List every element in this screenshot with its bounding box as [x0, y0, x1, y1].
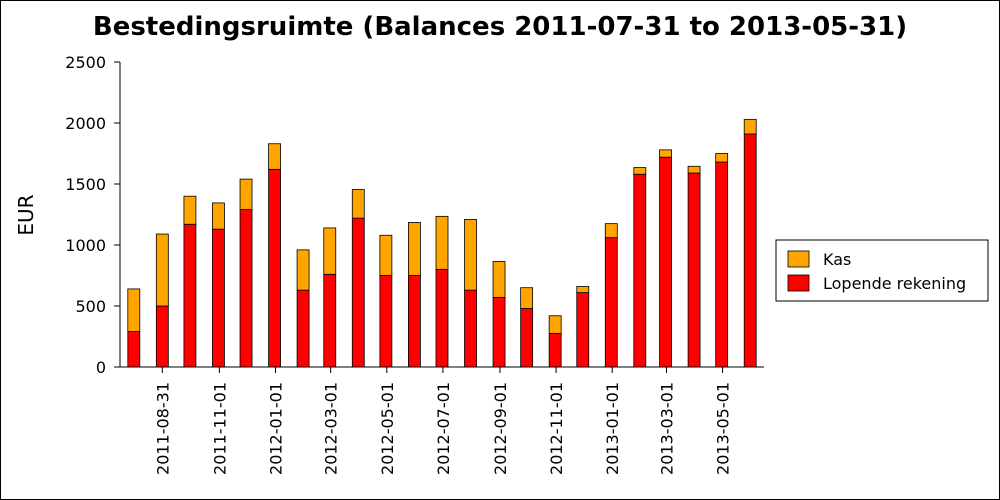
- bar-lopende-rekening: [576, 292, 590, 368]
- bar-lopende-rekening: [183, 223, 197, 368]
- bar-kas: [127, 288, 141, 333]
- bar-lopende-rekening: [548, 333, 562, 368]
- legend-swatch: [787, 250, 810, 268]
- bar-lopende-rekening: [379, 275, 393, 368]
- bar-kas: [155, 233, 169, 307]
- bar-lopende-rekening: [687, 172, 701, 368]
- x-tick-label: 2011-08-31: [153, 382, 172, 475]
- bar-kas: [379, 234, 393, 276]
- bar-lopende-rekening: [212, 228, 225, 368]
- bar-kas: [407, 222, 421, 276]
- bar-kas: [659, 149, 672, 158]
- x-tick-label: 2013-03-01: [657, 382, 676, 475]
- legend-box: [775, 239, 989, 302]
- bars: [127, 118, 757, 368]
- chart-title: Bestedingsruimte (Balances 2011-07-31 to…: [93, 12, 907, 42]
- x-tick-label: 2012-01-01: [266, 382, 285, 475]
- y-tick-label: 1000: [65, 236, 106, 255]
- bar-kas: [576, 286, 590, 293]
- bar-kas: [548, 315, 562, 334]
- bar-kas: [323, 227, 337, 275]
- bar-kas: [296, 249, 310, 291]
- bar-kas: [520, 287, 534, 309]
- y-tick-label: 2500: [65, 53, 106, 72]
- y-axis-label: EUR: [14, 194, 38, 235]
- x-tick-label: 2013-05-01: [714, 382, 733, 475]
- bar-lopende-rekening: [492, 297, 506, 368]
- legend-label: Lopende rekening: [823, 274, 966, 293]
- bar-lopende-rekening: [323, 273, 337, 368]
- x-tick-label: 2012-03-01: [322, 382, 341, 475]
- y-tick-label: 1500: [65, 175, 106, 194]
- bar-kas: [268, 143, 281, 170]
- bar-kas: [633, 167, 647, 175]
- bar-lopende-rekening: [351, 217, 365, 368]
- bar-lopende-rekening: [127, 331, 141, 368]
- bar-kas: [604, 223, 618, 239]
- bar-kas: [212, 202, 225, 230]
- bar-lopende-rekening: [715, 161, 729, 368]
- y-tick-label: 500: [75, 297, 106, 316]
- x-tick-label: 2012-11-01: [547, 382, 566, 475]
- bar-lopende-rekening: [633, 173, 647, 368]
- bar-kas: [183, 195, 197, 225]
- bar-lopende-rekening: [407, 275, 421, 368]
- bar-kas: [743, 118, 757, 135]
- bar-lopende-rekening: [464, 289, 477, 368]
- y-tick-label: 0: [96, 358, 106, 377]
- bar-lopende-rekening: [268, 168, 281, 368]
- x-axis: 2011-08-31 2011-11-01 2012-01-01 2012-03-01…: [153, 367, 733, 475]
- bar-kas: [687, 165, 701, 174]
- bar-kas: [351, 189, 365, 219]
- legend-label: Kas: [823, 250, 851, 269]
- x-tick-label: 2012-09-01: [491, 382, 510, 475]
- bar-lopende-rekening: [435, 268, 449, 368]
- x-tick-label: 2013-01-01: [603, 382, 622, 475]
- x-tick-label: 2012-05-01: [378, 382, 397, 475]
- bar-lopende-rekening: [520, 308, 534, 368]
- bar-kas: [715, 153, 729, 163]
- bar-lopende-rekening: [743, 133, 757, 368]
- x-tick-label: 2012-07-01: [434, 382, 453, 475]
- bar-kas: [464, 218, 477, 291]
- legend: Kas Lopende rekening: [775, 239, 989, 302]
- bar-kas: [492, 261, 506, 298]
- bar-kas: [239, 178, 253, 211]
- bar-lopende-rekening: [296, 289, 310, 368]
- bar-lopende-rekening: [604, 237, 618, 368]
- x-tick-label: 2011-11-01: [210, 382, 229, 475]
- bar-lopende-rekening: [239, 209, 253, 368]
- bar-lopende-rekening: [659, 156, 672, 368]
- legend-swatch: [787, 274, 810, 292]
- y-tick-label: 2000: [65, 114, 106, 133]
- bar-lopende-rekening: [155, 305, 169, 368]
- bar-kas: [435, 215, 449, 270]
- y-axis: 0 500 1000 1500 2000 2500: [65, 53, 120, 377]
